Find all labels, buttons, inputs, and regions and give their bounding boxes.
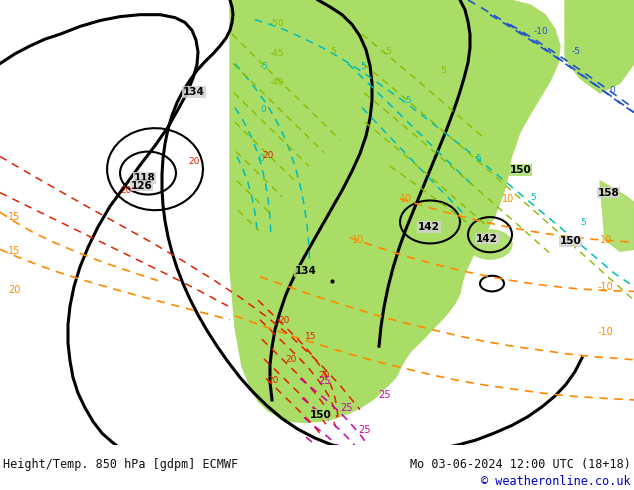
Text: 15: 15 [8, 246, 20, 256]
Text: 20: 20 [285, 355, 296, 364]
Text: -5: -5 [260, 62, 269, 72]
Text: 5: 5 [360, 62, 366, 72]
Text: 20: 20 [188, 157, 199, 166]
Polygon shape [600, 181, 634, 251]
Text: 150: 150 [310, 410, 332, 419]
Text: 5: 5 [530, 194, 536, 202]
Text: 15: 15 [8, 212, 20, 222]
Text: 5: 5 [580, 218, 586, 227]
Text: 5: 5 [440, 66, 446, 75]
Text: 10: 10 [352, 236, 365, 245]
Text: 118: 118 [134, 173, 156, 183]
Text: 5: 5 [405, 96, 411, 105]
Text: 15: 15 [305, 332, 316, 342]
Text: 5: 5 [385, 47, 391, 56]
Text: 0: 0 [260, 105, 266, 115]
Text: 142: 142 [476, 234, 498, 244]
Text: 20: 20 [267, 376, 278, 385]
Text: © weatheronline.co.uk: © weatheronline.co.uk [481, 475, 631, 488]
Text: Mo 03-06-2024 12:00 UTC (18+18): Mo 03-06-2024 12:00 UTC (18+18) [410, 458, 631, 470]
Text: 158: 158 [598, 188, 620, 197]
Text: 150: 150 [510, 165, 532, 175]
Text: 20: 20 [318, 371, 330, 380]
Text: 0: 0 [609, 86, 615, 95]
Text: 5: 5 [330, 47, 336, 56]
Polygon shape [468, 230, 512, 259]
Text: -10: -10 [534, 27, 549, 36]
Text: Height/Temp. 850 hPa [gdpm] ECMWF: Height/Temp. 850 hPa [gdpm] ECMWF [3, 458, 238, 470]
Text: -45: -45 [270, 49, 285, 58]
Text: -10: -10 [598, 282, 614, 293]
Text: -50: -50 [270, 20, 285, 28]
Text: 134: 134 [295, 266, 317, 276]
Text: 20: 20 [120, 186, 131, 195]
Text: -10: -10 [598, 327, 614, 338]
Text: 10: 10 [600, 235, 612, 245]
Text: 5: 5 [475, 154, 481, 163]
Text: 25: 25 [318, 376, 330, 386]
Text: 10: 10 [502, 195, 514, 204]
Text: 126: 126 [131, 181, 153, 191]
Text: 10: 10 [400, 195, 412, 204]
Text: 20: 20 [8, 285, 20, 295]
Polygon shape [230, 0, 560, 422]
Text: -5: -5 [572, 47, 581, 56]
Text: 150: 150 [560, 237, 582, 246]
Text: -40: -40 [270, 78, 285, 87]
Text: 134: 134 [183, 87, 205, 97]
Polygon shape [565, 0, 634, 93]
Text: 25: 25 [378, 390, 391, 400]
Text: 20: 20 [278, 316, 289, 325]
Text: 142: 142 [418, 222, 440, 232]
Text: 25: 25 [358, 425, 370, 435]
Text: 20: 20 [262, 151, 273, 160]
Text: 0: 0 [258, 154, 264, 163]
Text: 25: 25 [340, 403, 353, 413]
